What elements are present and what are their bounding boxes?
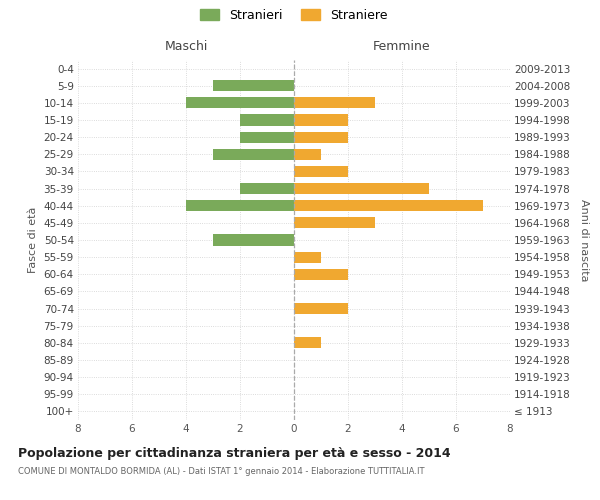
Bar <box>294 218 375 228</box>
Bar <box>186 200 294 211</box>
Bar <box>294 200 483 211</box>
Text: Popolazione per cittadinanza straniera per età e sesso - 2014: Popolazione per cittadinanza straniera p… <box>18 448 451 460</box>
Bar <box>294 98 375 108</box>
Bar <box>213 80 294 92</box>
Bar <box>240 183 294 194</box>
Bar <box>213 234 294 246</box>
Legend: Stranieri, Straniere: Stranieri, Straniere <box>200 8 388 22</box>
Text: Femmine: Femmine <box>373 40 431 53</box>
Bar <box>294 183 429 194</box>
Bar <box>294 252 321 262</box>
Bar <box>294 114 348 126</box>
Bar <box>294 132 348 142</box>
Bar <box>294 338 321 348</box>
Bar <box>240 114 294 126</box>
Text: Maschi: Maschi <box>164 40 208 53</box>
Y-axis label: Fasce di età: Fasce di età <box>28 207 38 273</box>
Bar <box>294 303 348 314</box>
Bar <box>294 166 348 177</box>
Text: COMUNE DI MONTALDO BORMIDA (AL) - Dati ISTAT 1° gennaio 2014 - Elaborazione TUTT: COMUNE DI MONTALDO BORMIDA (AL) - Dati I… <box>18 468 425 476</box>
Bar <box>294 268 348 280</box>
Bar <box>294 148 321 160</box>
Bar <box>240 132 294 142</box>
Bar <box>213 148 294 160</box>
Bar <box>186 98 294 108</box>
Y-axis label: Anni di nascita: Anni di nascita <box>579 198 589 281</box>
